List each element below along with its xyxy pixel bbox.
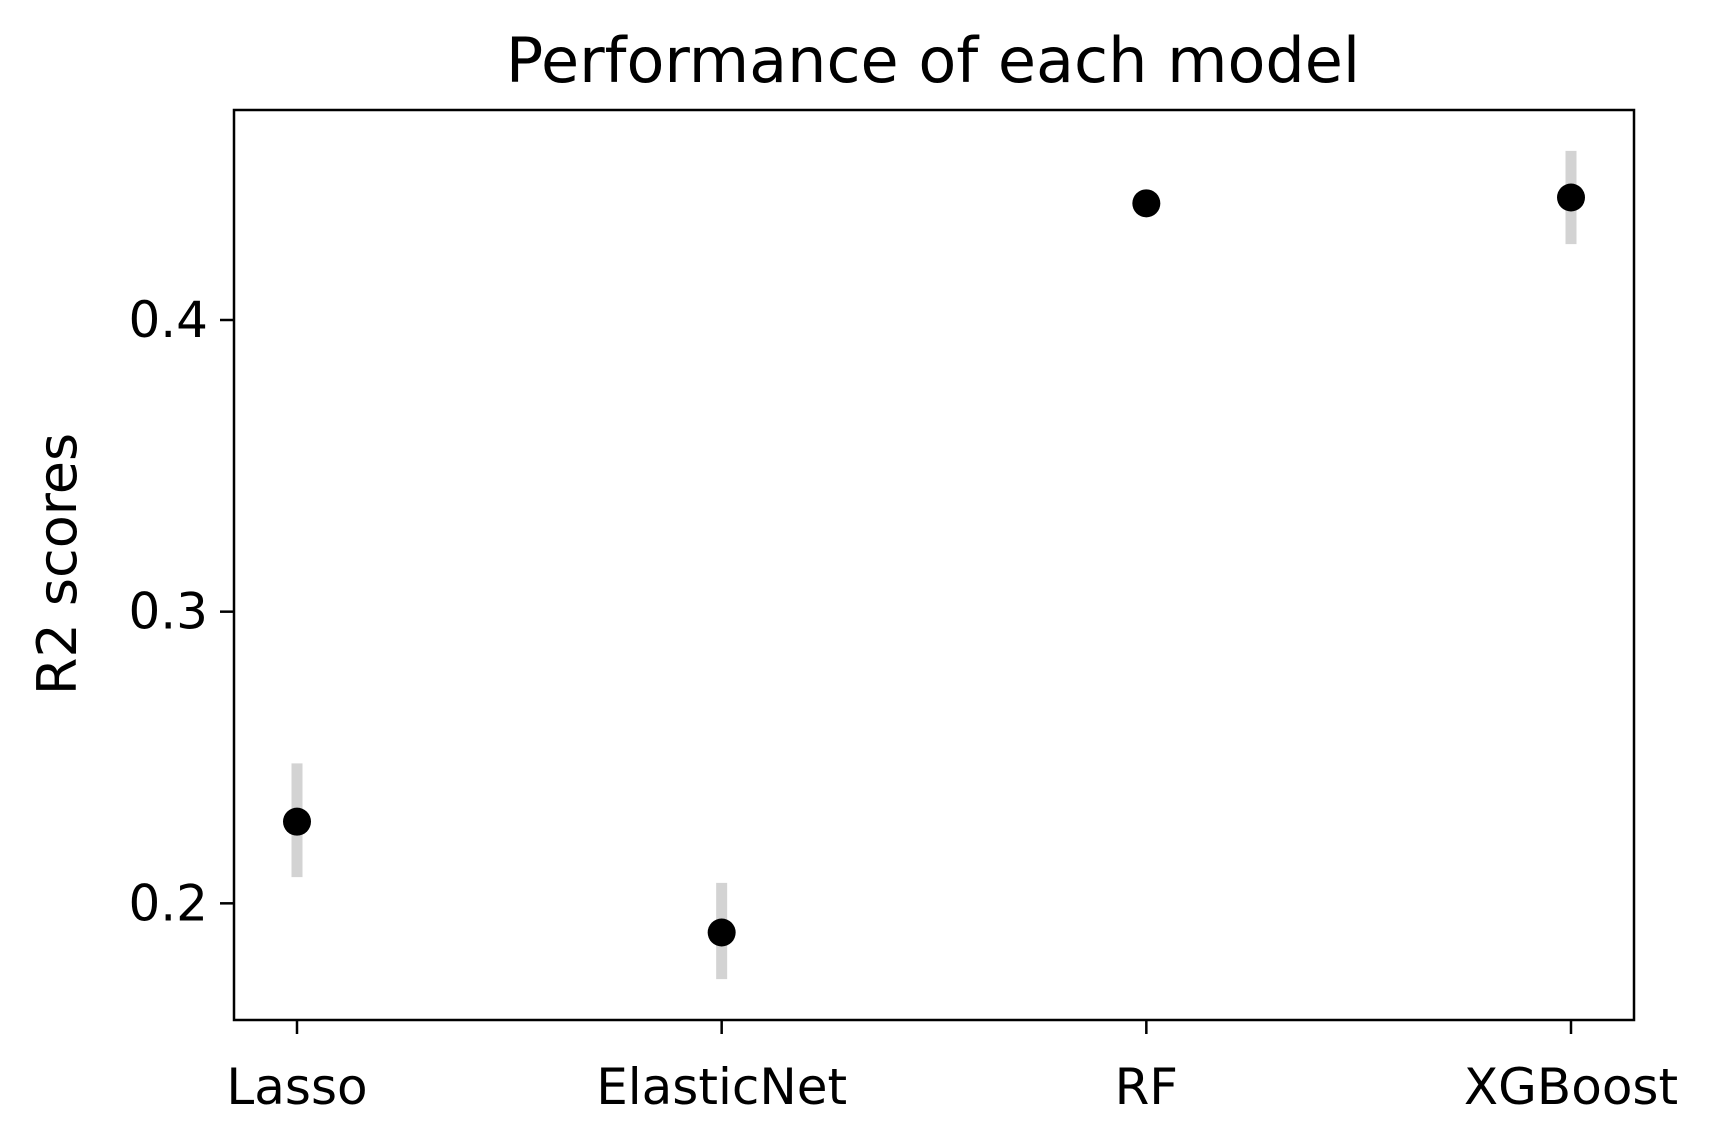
data-point-xgboost <box>1557 183 1585 212</box>
error-bars <box>291 150 1577 980</box>
data-point-lasso <box>283 807 311 836</box>
x-axis-ticks: Lasso ElasticNet RF XGBoost <box>226 1020 1678 1116</box>
data-point-rf <box>1132 189 1161 218</box>
data-points <box>283 183 1585 947</box>
y-tick-label: 0.2 <box>128 874 208 932</box>
axes-frame <box>232 108 1636 1022</box>
y-tick-label: 0.3 <box>128 583 208 641</box>
x-tick-label: XGBoost <box>1464 1058 1678 1116</box>
plot-area <box>283 150 1585 980</box>
y-axis-label: R2 scores <box>26 433 89 695</box>
data-point-elasticnet <box>707 918 736 947</box>
x-tick-label: RF <box>1115 1058 1179 1116</box>
y-tick-label: 0.4 <box>128 291 208 349</box>
x-tick-label: Lasso <box>226 1058 367 1116</box>
chart-title: Performance of each model <box>506 24 1360 97</box>
y-axis-ticks: 0.2 0.3 0.4 <box>128 291 234 932</box>
x-tick-label: ElasticNet <box>596 1058 847 1116</box>
